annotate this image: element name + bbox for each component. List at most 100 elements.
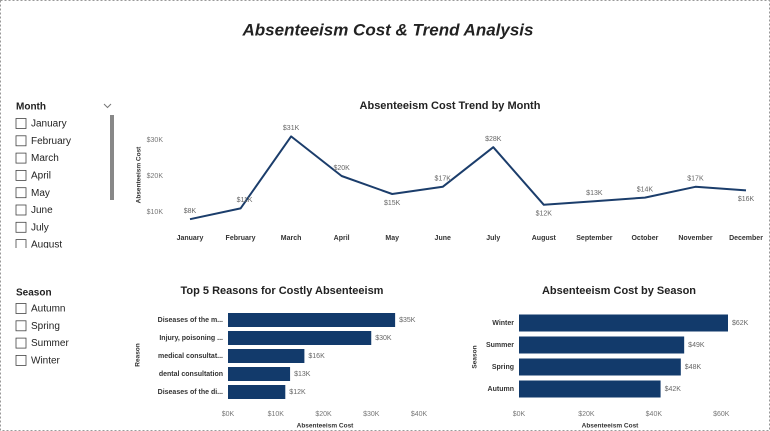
slicer-item[interactable]: April xyxy=(31,171,51,182)
y-tick-label: Summer xyxy=(486,342,514,349)
x-tick-label: $10K xyxy=(268,411,285,418)
x-tick-label: $40K xyxy=(646,411,663,418)
y-tick-label: Spring xyxy=(492,364,514,371)
checkbox[interactable] xyxy=(15,187,27,199)
chart-title: Absenteeism Cost Trend by Month xyxy=(360,100,541,112)
slicer-title: Season xyxy=(16,288,52,299)
bar xyxy=(228,367,291,381)
y-tick-label: Autumn xyxy=(488,386,514,393)
x-axis-label: Absenteeism Cost xyxy=(297,423,355,430)
slicer-item[interactable]: Summer xyxy=(31,338,69,349)
y-axis-label: Absenteeism Cost xyxy=(136,146,143,204)
y-tick-label: Diseases of the di... xyxy=(158,389,223,396)
y-tick-label: medical consultat... xyxy=(158,353,223,360)
data-label: $16K xyxy=(308,353,325,360)
checkbox[interactable] xyxy=(15,221,27,233)
x-tick-label: June xyxy=(435,235,451,242)
chart-title: Top 5 Reasons for Costly Absenteeism xyxy=(181,285,384,297)
dropdown-chevron[interactable] xyxy=(103,103,112,109)
data-label: $16K xyxy=(738,196,755,203)
data-label: $13K xyxy=(586,190,603,197)
y-tick-label: $10K xyxy=(147,209,164,216)
bar xyxy=(228,349,305,363)
checkbox[interactable] xyxy=(15,204,27,216)
x-tick-label: February xyxy=(226,235,256,242)
data-label: $14K xyxy=(637,186,654,193)
scrollbar[interactable] xyxy=(110,115,114,200)
x-tick-label: $0K xyxy=(513,411,526,418)
data-label: $30K xyxy=(375,335,392,342)
x-tick-label: July xyxy=(486,235,500,242)
checkbox[interactable] xyxy=(15,354,27,366)
slicer-item[interactable]: Autumn xyxy=(31,304,65,315)
y-tick-label: $20K xyxy=(147,173,164,180)
x-tick-label: April xyxy=(334,235,350,242)
bar xyxy=(519,358,681,376)
data-label: $48K xyxy=(685,364,702,371)
bar xyxy=(228,331,372,345)
slicer-list: Autumn Spring Summer Winter xyxy=(15,303,69,367)
data-label: $13K xyxy=(294,371,311,378)
x-tick-label: $40K xyxy=(411,411,428,418)
checkbox[interactable] xyxy=(15,135,27,147)
data-label: $35K xyxy=(399,317,416,324)
bar xyxy=(228,385,286,399)
data-label: $12K xyxy=(536,211,553,218)
x-tick-label: $30K xyxy=(363,411,380,418)
checkbox[interactable] xyxy=(15,239,27,250)
slicer-item[interactable]: Spring xyxy=(31,321,60,332)
checkbox[interactable] xyxy=(15,320,27,332)
checkbox[interactable] xyxy=(15,303,27,314)
data-label: $17K xyxy=(687,176,704,183)
slicer-item[interactable]: March xyxy=(31,153,59,164)
x-tick-label: December xyxy=(729,235,763,242)
data-label: $31K xyxy=(283,125,300,132)
trend-line xyxy=(189,135,747,221)
data-label: $62K xyxy=(732,320,749,327)
x-tick-label: $60K xyxy=(713,411,730,418)
bar xyxy=(228,313,396,327)
data-label: $12K xyxy=(289,389,306,396)
x-tick-label: $20K xyxy=(578,411,595,418)
x-tick-label: August xyxy=(532,235,557,242)
x-tick-label: May xyxy=(385,235,399,242)
slicer-title: Month xyxy=(16,102,46,113)
x-tick-label: October xyxy=(631,235,658,242)
checkbox[interactable] xyxy=(15,118,27,129)
slicer-item[interactable]: June xyxy=(31,205,53,216)
x-tick-label: $20K xyxy=(315,411,332,418)
y-tick-label: Diseases of the m... xyxy=(158,317,223,324)
y-tick-label: Winter xyxy=(492,320,514,327)
x-axis-label: Absenteeism Cost xyxy=(582,423,640,430)
slicer-item[interactable]: May xyxy=(31,188,50,199)
slicer-list: January February March April May June July Augu… xyxy=(15,118,71,251)
slicer-item[interactable]: January xyxy=(31,119,67,130)
y-tick-label: Injury, poisoning ... xyxy=(159,335,223,342)
data-label: $17K xyxy=(435,176,452,183)
checkbox[interactable] xyxy=(15,337,27,349)
y-axis-label: Season xyxy=(472,345,479,368)
bar xyxy=(519,380,661,398)
x-tick-label: November xyxy=(678,235,713,242)
checkbox[interactable] xyxy=(15,169,27,181)
data-label: $8K xyxy=(184,208,197,215)
data-label: $11K xyxy=(237,197,253,204)
data-label: $20K xyxy=(333,165,350,172)
x-tick-label: March xyxy=(281,235,302,242)
data-label: $15K xyxy=(384,200,401,207)
slicer-item[interactable]: Winter xyxy=(31,356,61,367)
x-tick-label: September xyxy=(576,235,612,242)
y-axis-label: Reason xyxy=(135,343,142,367)
bar xyxy=(519,336,685,354)
slicer-item[interactable]: February xyxy=(31,136,71,147)
data-label: $42K xyxy=(665,386,682,393)
chart-title: Absenteeism Cost by Season xyxy=(542,285,696,297)
bar xyxy=(519,314,728,332)
slicer-item[interactable]: August xyxy=(31,240,62,251)
y-tick-label: $30K xyxy=(147,137,164,144)
checkbox[interactable] xyxy=(15,152,27,164)
page-title: Absenteeism Cost & Trend Analysis xyxy=(242,20,534,39)
data-label: $28K xyxy=(485,136,502,143)
slicer-item[interactable]: July xyxy=(31,222,49,233)
